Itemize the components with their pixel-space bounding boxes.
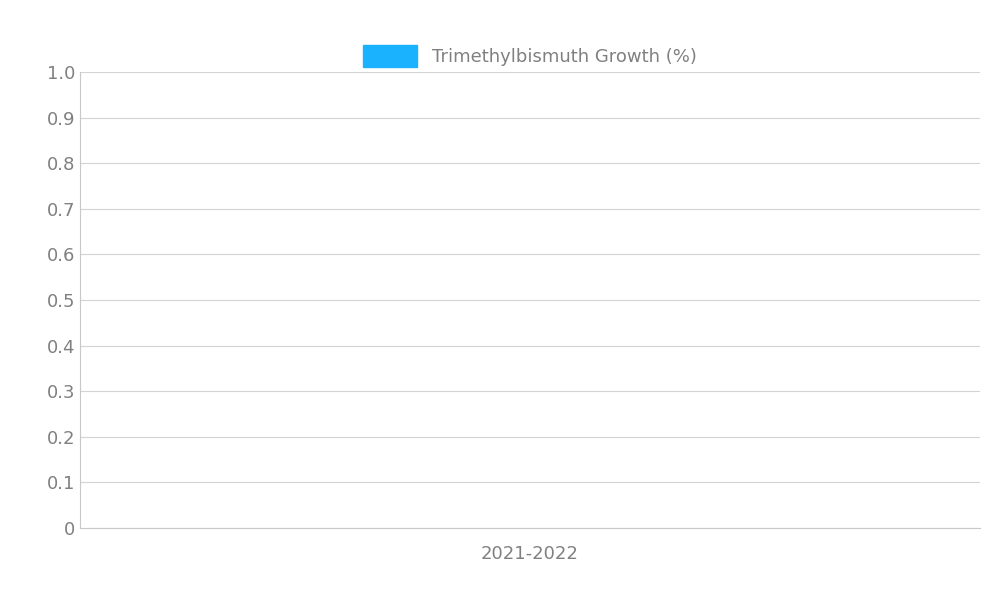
X-axis label: 2021-2022: 2021-2022: [481, 545, 579, 563]
Legend: Trimethylbismuth Growth (%): Trimethylbismuth Growth (%): [363, 44, 697, 67]
